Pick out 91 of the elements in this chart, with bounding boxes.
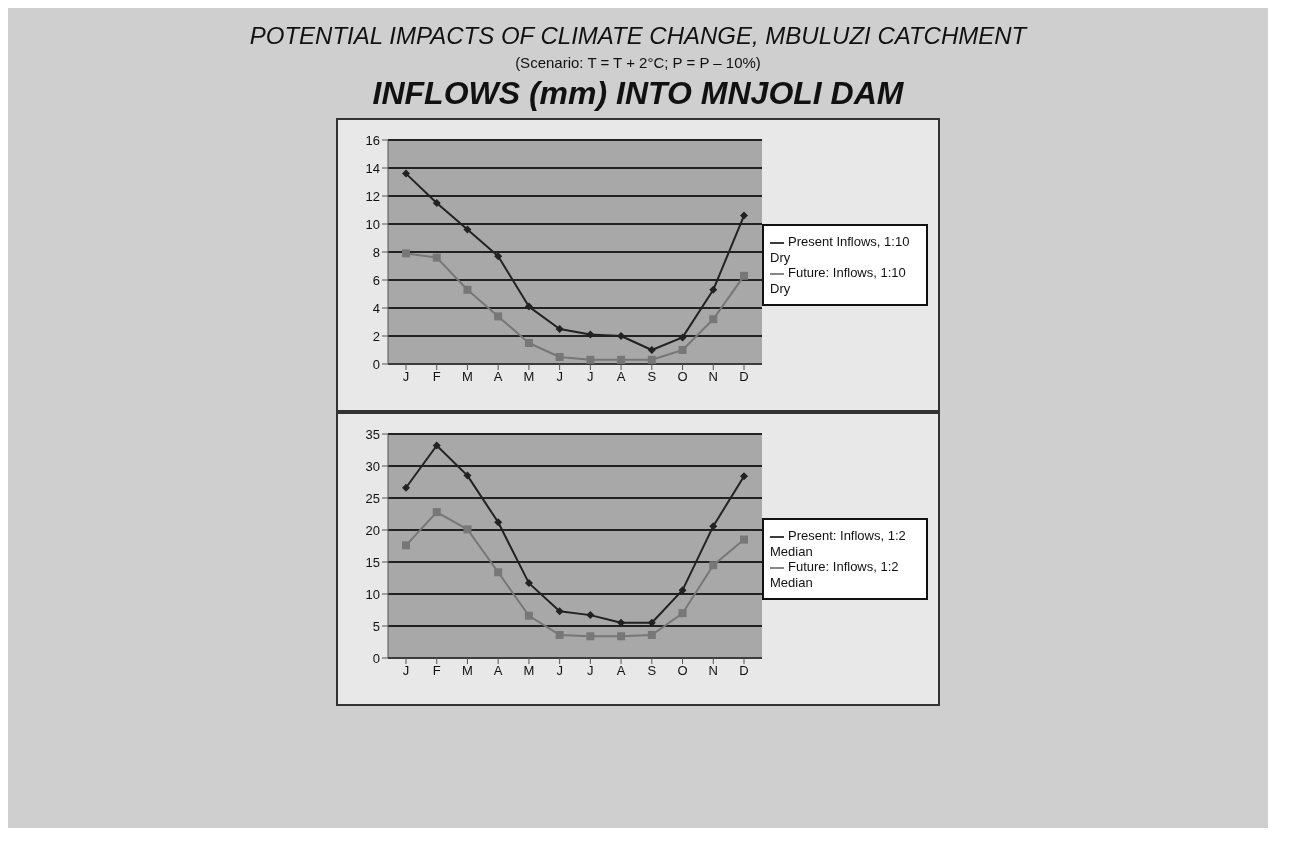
point [463, 285, 472, 294]
point [524, 339, 533, 347]
point [402, 169, 410, 178]
point [524, 611, 533, 620]
y-tick-label: 6 [372, 272, 380, 288]
point [678, 609, 687, 618]
chart-title: POTENTIAL IMPACTS OF CLIMATE CHANGE, MBULUZI CATCHMENT [248, 22, 1029, 50]
point [555, 607, 564, 616]
point [555, 353, 564, 361]
y-tick-label: 16 [365, 132, 380, 148]
point [586, 330, 595, 339]
x-tick-label: F [432, 369, 441, 385]
point [432, 199, 441, 207]
x-tick-label: O [677, 369, 688, 385]
x-tick-label: D [739, 369, 749, 385]
y-tick-label: 0 [372, 356, 380, 372]
point [586, 611, 595, 620]
y-tick-label: 15 [365, 554, 380, 570]
point [617, 632, 626, 641]
point [463, 225, 472, 234]
point [647, 355, 656, 364]
y-tick-label: 25 [365, 490, 380, 506]
point [555, 630, 564, 639]
point [740, 271, 748, 280]
legend-label: Present: Inflows, 1:2 Median [770, 528, 906, 559]
point [709, 561, 718, 570]
point [709, 315, 718, 324]
x-tick-label: S [647, 369, 657, 385]
point [494, 568, 503, 577]
y-tick-label: 4 [372, 300, 380, 316]
point [402, 541, 410, 550]
y-tick-label: 35 [365, 426, 380, 442]
point [647, 346, 656, 354]
x-tick-label: A [616, 369, 626, 385]
x-tick-label: A [616, 663, 626, 679]
x-tick-label: O [677, 663, 688, 679]
point [617, 355, 626, 364]
point [647, 630, 656, 639]
x-tick-label: J [587, 369, 594, 385]
y-tick-label: 5 [372, 618, 380, 634]
point [740, 211, 748, 220]
chart-subtitle: (Scenario: T = T + 2°C; P = P – 10%) [514, 54, 762, 71]
y-tick-label: 20 [365, 522, 380, 538]
point [494, 518, 503, 527]
x-tick-label: A [493, 663, 503, 679]
x-tick-label: D [739, 663, 749, 679]
point [586, 355, 595, 364]
point [463, 525, 472, 534]
point [402, 483, 410, 492]
x-tick-label: M [462, 369, 473, 385]
y-tick-label: 0 [372, 650, 380, 666]
y-tick-label: 14 [365, 160, 380, 176]
point [678, 333, 687, 342]
legend-label: Future: Inflows, 1:10 Dry [770, 265, 906, 296]
y-tick-label: 10 [365, 586, 380, 602]
x-tick-label: J [402, 369, 410, 385]
point [740, 535, 748, 544]
x-tick-label: M [523, 369, 535, 385]
point [463, 471, 472, 480]
point [524, 579, 533, 588]
x-tick-label: J [587, 663, 594, 679]
point [586, 632, 595, 641]
x-tick-label: J [556, 369, 563, 385]
y-tick-label: 30 [365, 458, 380, 474]
point [494, 312, 503, 321]
point [432, 253, 441, 262]
x-tick-label: J [402, 663, 410, 679]
point [524, 302, 533, 311]
x-tick-label: N [708, 369, 718, 385]
point [494, 252, 503, 261]
point [555, 325, 564, 333]
point [740, 472, 748, 481]
x-tick-label: J [556, 663, 563, 679]
x-tick-label: M [462, 663, 473, 679]
y-tick-label: 8 [372, 244, 380, 260]
point [432, 441, 441, 450]
y-tick-label: 12 [365, 188, 380, 204]
point [432, 508, 441, 517]
point [678, 346, 687, 354]
point [402, 249, 410, 258]
x-tick-label: M [523, 663, 535, 679]
legend-label: Future: Inflows, 1:2 Median [770, 559, 899, 590]
text: INFLOWS (mm) INTO MNJOLI DAM [371, 75, 905, 112]
legend-label: Present Inflows, 1:10 Dry [770, 234, 910, 265]
y-tick-label: 10 [365, 216, 380, 232]
x-tick-label: S [647, 663, 657, 679]
point [709, 285, 718, 294]
y-tick-label: 2 [372, 328, 380, 344]
x-tick-label: F [432, 663, 441, 679]
x-tick-label: A [493, 369, 503, 385]
x-tick-label: N [708, 663, 718, 679]
